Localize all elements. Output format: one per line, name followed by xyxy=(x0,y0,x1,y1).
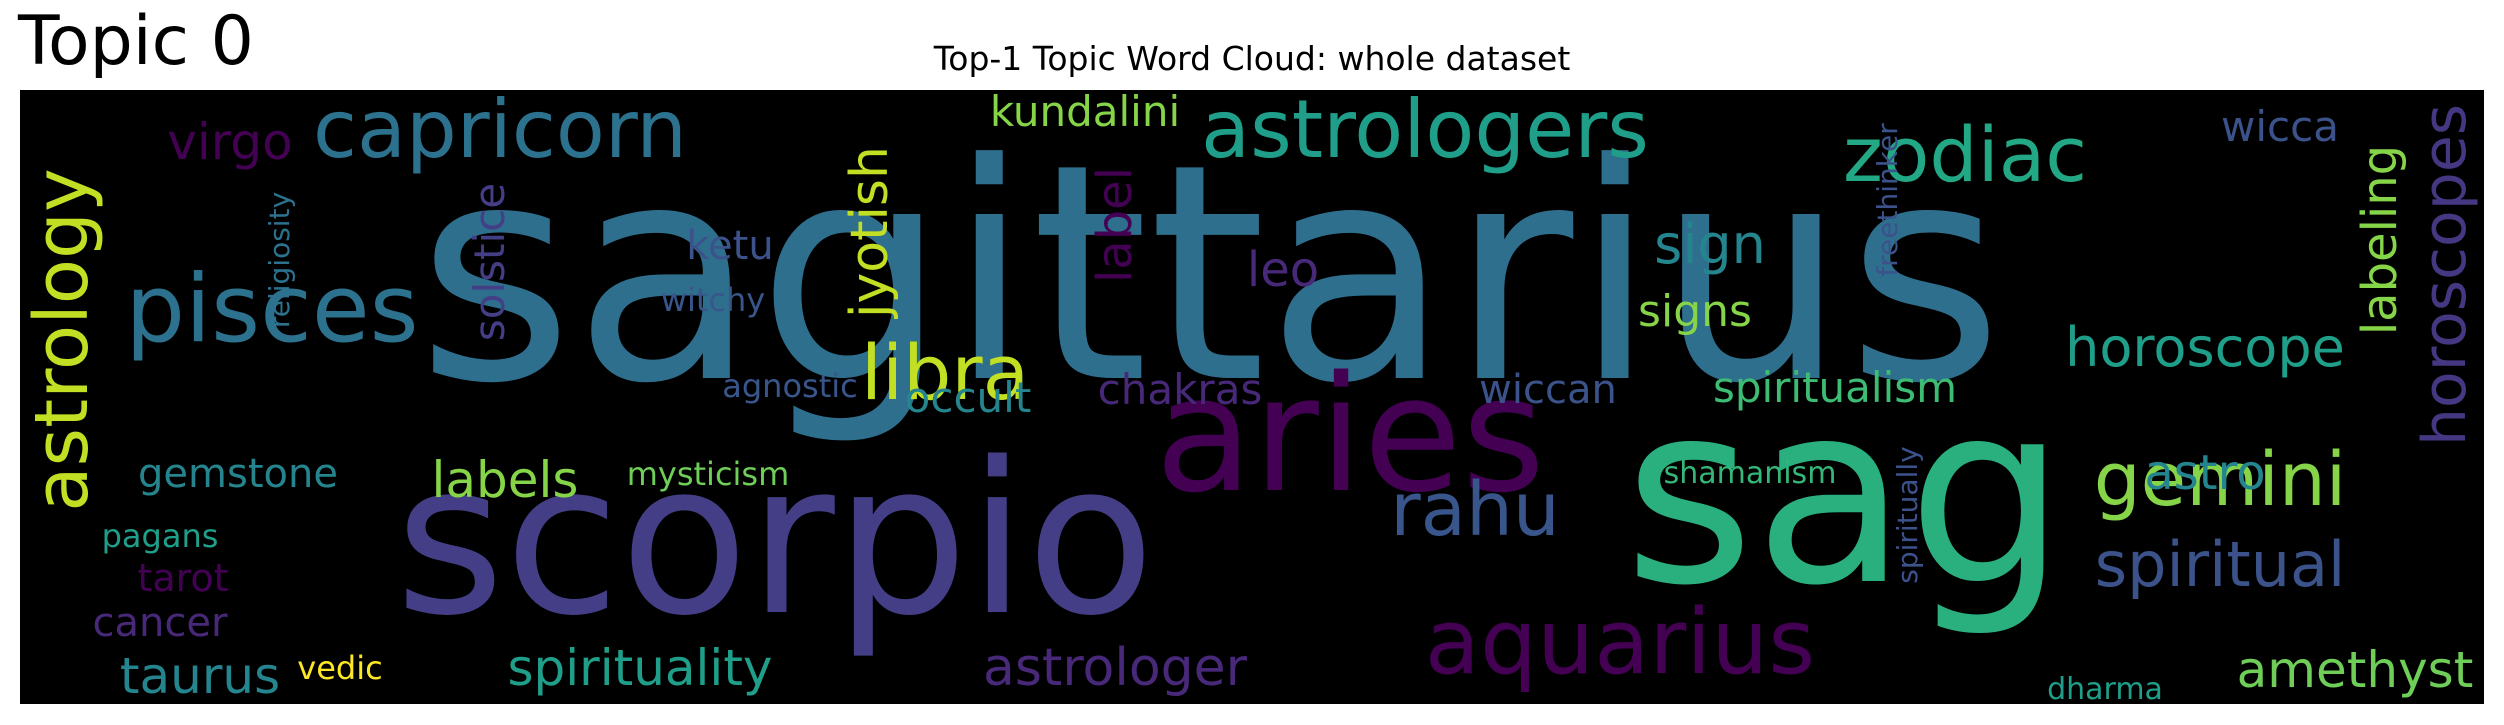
word-scorpio: scorpio xyxy=(395,417,1155,662)
word-horoscopes: horoscopes xyxy=(2410,103,2480,447)
word-wicca: wicca xyxy=(2221,102,2339,151)
word-astrologers: astrologers xyxy=(1201,90,1649,176)
word-astrology: astrology xyxy=(20,168,105,512)
word-amethyst: amethyst xyxy=(2236,641,2474,699)
word-signs: signs xyxy=(1638,286,1752,337)
word-solstice: solstice xyxy=(465,182,514,342)
word-kundalini: kundalini xyxy=(989,90,1181,136)
word-spiritualism: spiritualism xyxy=(1712,363,1958,412)
word-sagittarius: sagittarius xyxy=(416,100,2004,449)
word-astrologer: astrologer xyxy=(982,638,1248,698)
word-chakras: chakras xyxy=(1097,365,1263,414)
word-sag: sag xyxy=(1623,349,2067,640)
word-aquarius: aquarius xyxy=(1424,590,1816,695)
word-taurus: taurus xyxy=(119,647,281,704)
word-ketu: ketu xyxy=(686,223,774,269)
word-wiccan: wiccan xyxy=(1479,367,1617,413)
word-virgo: virgo xyxy=(167,113,293,171)
word-dharma: dharma xyxy=(2047,672,2163,705)
word-agnostic: agnostic xyxy=(722,367,858,405)
word-spirituality: spirituality xyxy=(507,639,773,697)
word-pisces: pisces xyxy=(125,255,419,364)
word-cancer: cancer xyxy=(92,600,228,646)
word-cloud-canvas: sagittarius scorpio sag aries astrologer… xyxy=(20,90,2484,704)
word-vedic: vedic xyxy=(297,649,383,687)
word-rahu: rahu xyxy=(1390,467,1560,553)
word-spiritual: spiritual xyxy=(2094,528,2346,601)
word-shamanism: shamanism xyxy=(1663,456,1837,491)
word-tarot: tarot xyxy=(137,556,229,600)
word-jyotish: jyotish xyxy=(840,146,900,318)
word-religiosity: religiosity xyxy=(263,191,296,329)
word-mysticism: mysticism xyxy=(626,455,790,493)
word-leo: leo xyxy=(1246,242,1320,298)
word-gemini: gemini xyxy=(2093,437,2347,523)
word-cloud-title: Top-1 Topic Word Cloud: whole dataset xyxy=(933,39,1571,78)
word-freethinker: freethinker xyxy=(1871,123,1904,277)
word-capricorn: capricorn xyxy=(312,90,688,176)
word-aries: aries xyxy=(1154,341,1546,528)
word-occult: occult xyxy=(904,373,1032,422)
word-labeling: labeling xyxy=(2352,144,2408,336)
word-astro: astro xyxy=(2144,445,2266,501)
word-horoscope: horoscope xyxy=(2065,316,2345,379)
word-label: label xyxy=(1087,166,1143,284)
word-spiritually: spiritually xyxy=(1891,446,1924,584)
word-libra: libra xyxy=(860,328,1030,417)
word-sign: sign xyxy=(1654,213,1766,276)
word-labels: labels xyxy=(431,451,579,509)
word-zodiac: zodiac xyxy=(1842,110,2088,199)
word-gemstone: gemstone xyxy=(138,451,338,497)
topic-label: Topic 0 xyxy=(18,2,254,81)
word-pagans: pagans xyxy=(101,517,219,555)
word-witchy: witchy xyxy=(660,281,766,319)
